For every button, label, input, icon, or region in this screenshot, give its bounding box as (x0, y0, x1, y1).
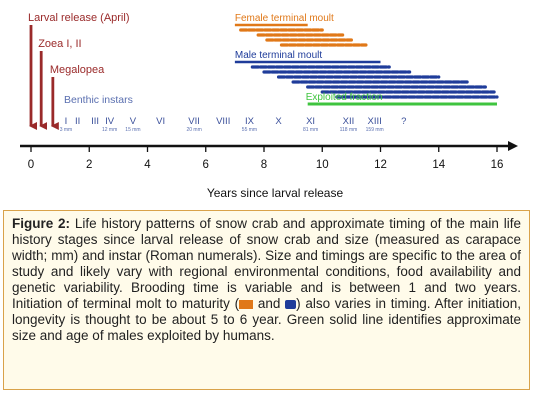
caption-and: and (253, 296, 286, 311)
early-stage-markers: Larval release (April) Zoea I, II Megalope… (28, 12, 129, 130)
figure-label: Figure 2: (12, 216, 71, 231)
instar-numeral: I (65, 116, 68, 127)
moult-bars: Female terminal moult Male terminal moult… (234, 13, 499, 106)
instar-numeral: X (275, 116, 282, 127)
tick-label: 0 (28, 159, 34, 171)
exploited-label: Exploited fraction (306, 92, 383, 103)
instar-numeral: II (75, 116, 80, 127)
moult-label: Male terminal moult (235, 50, 322, 61)
stage-label: Larval release (April) (28, 12, 129, 24)
tick-label: 10 (316, 159, 329, 171)
blue-swatch-icon (285, 300, 297, 309)
instar-numeral: V (130, 116, 137, 127)
instar-size: 3 mm (60, 127, 73, 133)
instar-size: 55 mm (242, 127, 257, 133)
orange-swatch-icon (239, 300, 254, 309)
figure-caption-box: Figure 2: Life history patterns of snow … (3, 210, 530, 390)
instar-size: 81 mm (303, 127, 318, 133)
tick-label: 8 (261, 159, 267, 171)
instar-numeral: VI (156, 116, 165, 127)
instar-numeral: XIII (368, 116, 382, 127)
tick-label: 2 (86, 159, 92, 171)
instar-size: 118 mm (340, 127, 358, 133)
figure-caption: Figure 2: Life history patterns of snow … (12, 216, 521, 344)
instar-numeral: ? (401, 116, 406, 127)
instar-numeral: XI (306, 116, 315, 127)
instar-numeral: IX (245, 116, 255, 127)
x-axis-label: Years since larval release (207, 186, 344, 200)
instar-size: 12 mm (102, 127, 117, 133)
instar-numeral: III (91, 116, 99, 127)
caption-text-2: ) also varies in timing. After initiatio… (12, 296, 522, 343)
instar-size: 159 mm (366, 127, 384, 133)
caption-text-1: Life history patterns of snow crab and a… (12, 216, 521, 311)
stage-label: Zoea I, II (38, 38, 81, 50)
moult-label: Female terminal moult (235, 13, 334, 24)
instar-size: 15 mm (125, 127, 140, 133)
tick-label: 12 (374, 159, 387, 171)
tick-label: 6 (203, 159, 209, 171)
tick-label: 16 (491, 159, 504, 171)
benthic-instars-label: Benthic instars (64, 94, 133, 106)
instar-numeral: XII (343, 116, 355, 127)
instar-size: 20 mm (186, 127, 201, 133)
axis-ticks: 0 2 4 6 8 10 12 14 16 (28, 146, 504, 171)
instar-numeral: IV (105, 116, 115, 127)
instar-numeral: VII (188, 116, 200, 127)
instar-numeral: VIII (216, 116, 230, 127)
tick-label: 14 (432, 159, 445, 171)
stage-label: Megalopea (50, 64, 105, 76)
tick-label: 4 (144, 159, 151, 171)
